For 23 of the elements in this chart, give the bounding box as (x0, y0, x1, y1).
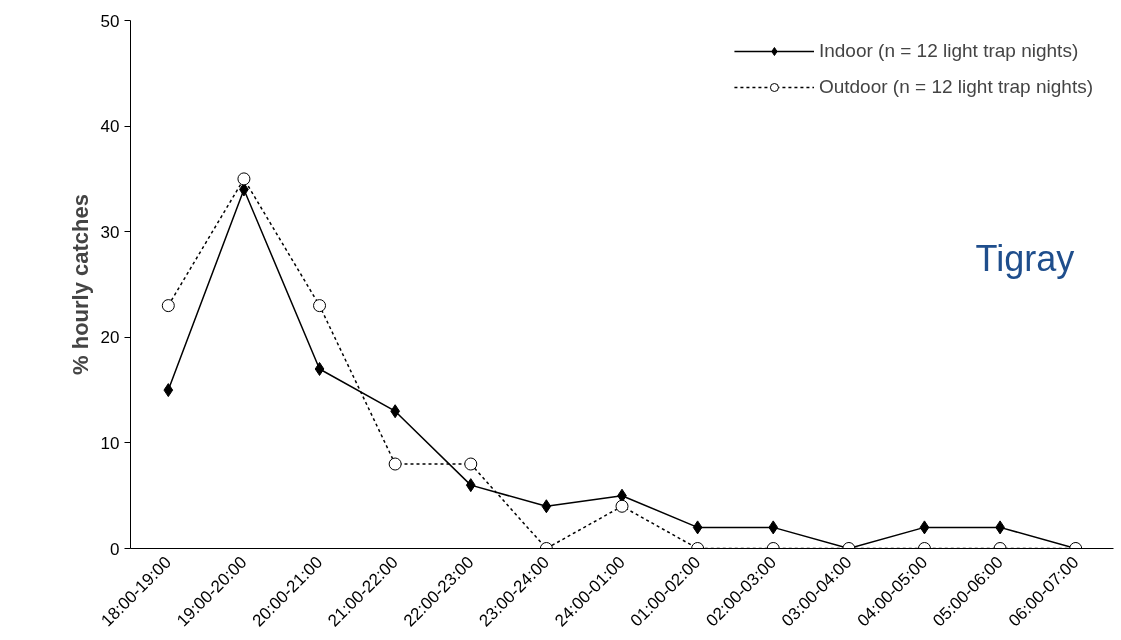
point (464, 457, 478, 471)
y-tick-label: 40 (100, 117, 120, 137)
point (388, 457, 402, 471)
point (161, 299, 175, 313)
point (919, 520, 930, 535)
point (237, 172, 251, 186)
point (465, 478, 476, 493)
point (163, 383, 174, 398)
y-axis-title: % hourly catches (67, 194, 93, 375)
point (314, 361, 325, 376)
annotation: Tigray (975, 237, 1075, 279)
y-tick-label: 0 (110, 539, 120, 559)
point (313, 299, 327, 313)
legend-label: Outdoor (n = 12 light trap nights) (818, 76, 1093, 98)
y-tick-label: 20 (100, 328, 120, 348)
point (768, 520, 779, 535)
point (541, 499, 552, 514)
point (692, 520, 703, 535)
point (615, 499, 629, 513)
y-tick-label: 50 (100, 11, 120, 31)
y-tick-label: 30 (100, 222, 120, 242)
y-tick-label: 10 (100, 433, 120, 453)
legend-label: Indoor (n = 12 light trap nights) (818, 40, 1079, 62)
